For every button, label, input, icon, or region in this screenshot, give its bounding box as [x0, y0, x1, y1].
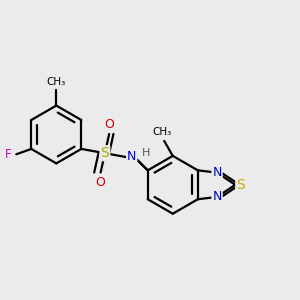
Text: S: S [236, 178, 245, 192]
Text: N: N [212, 190, 222, 203]
Text: S: S [100, 146, 109, 160]
Text: CH₃: CH₃ [47, 77, 66, 87]
Text: N: N [127, 150, 136, 163]
Text: O: O [96, 176, 106, 189]
Text: O: O [104, 118, 114, 131]
Text: F: F [4, 148, 11, 161]
Text: CH₃: CH₃ [152, 127, 172, 137]
Text: N: N [212, 166, 222, 179]
Text: H: H [141, 148, 150, 158]
